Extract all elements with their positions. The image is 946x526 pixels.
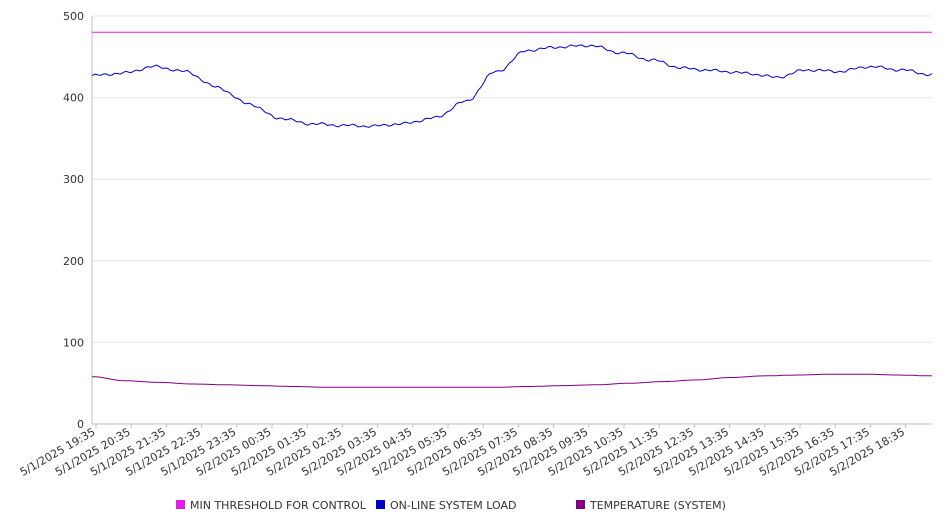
legend-swatch (576, 500, 585, 509)
legend: MIN THRESHOLD FOR CONTROL ON-LINE SYSTEM … (176, 499, 726, 512)
grid-lines (92, 15, 932, 343)
legend-swatch (376, 500, 385, 509)
legend-label: TEMPERATURE (SYSTEM) (589, 499, 726, 512)
x-axis-ticks: 5/1/2025 19:355/1/2025 20:355/1/2025 21:… (18, 424, 907, 479)
y-tick-label: 400 (63, 92, 84, 105)
y-tick-label: 200 (63, 255, 84, 268)
legend-swatch (176, 500, 185, 509)
axes (91, 16, 932, 425)
series-lines (91, 31, 933, 388)
y-tick-label: 0 (77, 418, 84, 431)
legend-label: ON-LINE SYSTEM LOAD (390, 499, 516, 512)
series-line-2 (91, 44, 933, 128)
y-tick-label: 500 (63, 10, 84, 23)
y-tick-label: 300 (63, 173, 84, 186)
y-tick-label: 100 (63, 336, 84, 349)
series-line-3 (92, 373, 933, 388)
y-axis-ticks: 0 100 200 300 400 500 (63, 10, 84, 431)
legend-label: MIN THRESHOLD FOR CONTROL (190, 499, 367, 512)
